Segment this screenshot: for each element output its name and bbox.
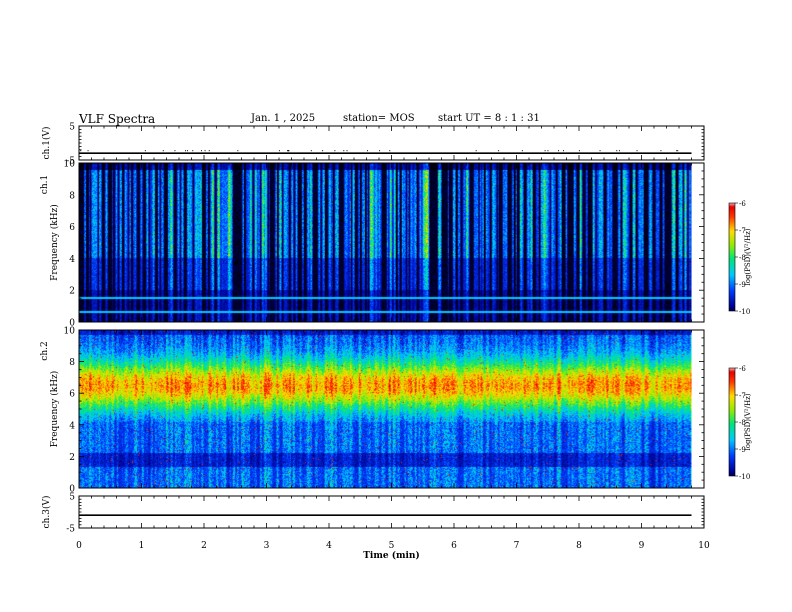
ch2-spectrogram-colorbar-tick-label: -6 [739,365,746,373]
ch1-spectrogram-ytick-label: 4 [69,255,75,265]
ch2-spectrogram-colorbar-label: log(PSD)(V²/Hz) [744,393,752,450]
x-tick-label: 0 [76,541,82,551]
ch2-spectrogram-ytick-label: 6 [69,390,75,400]
ch2-spectrogram-colorbar-tick-label: -9 [739,446,746,454]
ch1-voltage-trace-dot [310,150,312,152]
ch2-spectrogram-ytick-label: 0 [69,485,75,495]
ch1-spectrogram-ytick-label: 10 [64,160,76,170]
x-tick-label: 5 [389,541,395,551]
ch1-spectrogram-ytick-label: 6 [69,223,75,233]
ch1-voltage-trace-dot [636,150,638,152]
ch1-voltage-trace-dot [278,150,280,152]
x-tick-label: 3 [264,541,270,551]
ch1-voltage-trace-dot [237,150,239,152]
ch1-voltage-trace-dot [322,150,324,152]
x-tick-label: 8 [576,541,582,551]
ch1-spectrogram-colorbar-tick-label: -6 [739,200,746,208]
x-tick-label: 4 [326,541,332,551]
ch1-voltage-trace-dot [80,150,82,152]
ch1-voltage-trace-dot [599,150,601,152]
ch1-voltage-trace-dot [200,150,202,152]
x-tick-label: 7 [514,541,520,551]
ch3-voltage-ytick-label: 5 [69,493,75,503]
ch1-voltage-trace-dot [185,150,187,152]
ch2-spectrogram-ytick-label: 10 [64,327,76,337]
ch2-spectrogram-ytick-label: 4 [69,421,75,431]
ch3-voltage-ytick-label: -5 [66,525,75,535]
ch1-voltage-trace-dot [578,150,580,152]
ch1-voltage-trace-dot [334,150,336,152]
ch1-voltage-trace-dot [343,150,345,152]
x-tick-label: 6 [451,541,457,551]
ch2-spectrogram-ytick-label: 2 [69,453,75,463]
ch1-voltage-trace-dot [521,150,523,152]
ch1-voltage-trace-dot [187,150,189,152]
ch2-spectrogram-channel-label: ch.2 [40,341,50,360]
ch2-spectrogram-image [79,330,692,488]
ch1-voltage-trace-dot [389,150,391,152]
ch1-spectrogram-colorbar [729,203,735,311]
ch1-voltage-trace-dot [676,150,678,152]
ch1-voltage-trace-dot [547,150,549,152]
ch1-voltage-trace-dot [366,150,368,152]
ch1-voltage-trace-dot [287,150,289,152]
ch2-spectrogram-ytick-label: 8 [69,358,75,368]
ch1-voltage-trace-dot [287,150,289,152]
ch1-spectrogram-channel-label: ch.1 [40,175,50,194]
ch1-voltage-trace-dot [544,150,546,152]
ch1-voltage-trace-dot [677,150,679,152]
ch1-spectrogram-ylabel: Frequency (kHz) [49,204,60,281]
station-label: station= MOS [343,113,415,124]
ch1-spectrogram-colorbar-label: log(PSD)(V²/Hz) [744,228,752,285]
ch1-voltage-ytick-label: 5 [69,123,75,133]
ch1-voltage-trace-dot [288,150,290,152]
ch1-voltage-trace-dot [87,150,89,152]
ch2-spectrogram-colorbar-tick-label: -10 [739,473,750,481]
chart-title: VLF Spectra [79,112,156,126]
ch1-spectrogram-ytick-label: 0 [69,319,75,329]
ch1-voltage-trace-dot [616,150,618,152]
ch1-voltage-trace-dot [498,150,500,152]
ch1-voltage-trace-dot [618,150,620,152]
ch1-spectrogram-ytick-label: 8 [69,191,75,201]
ch1-voltage-trace-dot [379,150,381,152]
ch1-spectrogram-ytick-label: 2 [69,287,75,297]
ch3-voltage-ylabel: ch.3(V) [41,496,52,529]
x-tick-label: 1 [139,541,145,551]
ch1-voltage-frame [78,125,705,161]
start-time-label: start UT = 8 : 1 : 31 [438,113,540,124]
date-label: Jan. 1 , 2025 [251,113,316,124]
x-tick-label: 2 [201,541,207,551]
ch1-voltage-trace-dot [174,150,176,152]
ch1-voltage-trace-dot [558,150,560,152]
ch2-spectrogram-colorbar-tick-label: -8 [739,419,746,427]
ch1-voltage-ytick-label: -5 [66,157,75,167]
ch1-voltage-trace-dot [162,150,164,152]
ch1-voltage-trace-dot [475,150,477,152]
ch1-spectrogram-colorbar-tick-label: -9 [739,281,746,289]
ch1-voltage-trace-dot [192,150,194,152]
ch1-voltage-trace-dot [208,150,210,152]
ch1-voltage-trace-dot [204,150,206,152]
ch1-voltage-trace-dot [346,150,348,152]
ch1-voltage-trace-dot [562,150,564,152]
ch1-spectrogram-colorbar-tick-label: -10 [739,308,750,316]
x-tick-label: 9 [639,541,645,551]
ch2-spectrogram-colorbar-tick-label: -7 [739,392,746,400]
ch2-spectrogram-ylabel: Frequency (kHz) [49,371,60,448]
ch1-voltage-ylabel: ch.1(V) [41,127,52,160]
ch1-voltage-trace-dot [144,150,146,152]
ch1-spectrogram-colorbar-tick-label: -8 [739,254,746,262]
ch2-spectrogram-colorbar [729,368,735,476]
x-axis-label: Time (min) [363,550,420,561]
ch1-spectrogram-colorbar-tick-label: -7 [739,227,746,235]
ch1-spectrogram-image [79,163,692,322]
x-tick-label: 10 [698,541,710,551]
ch1-voltage-trace-dot [660,150,662,152]
